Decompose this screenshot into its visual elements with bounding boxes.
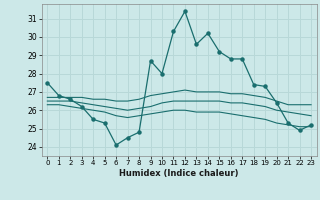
- X-axis label: Humidex (Indice chaleur): Humidex (Indice chaleur): [119, 169, 239, 178]
